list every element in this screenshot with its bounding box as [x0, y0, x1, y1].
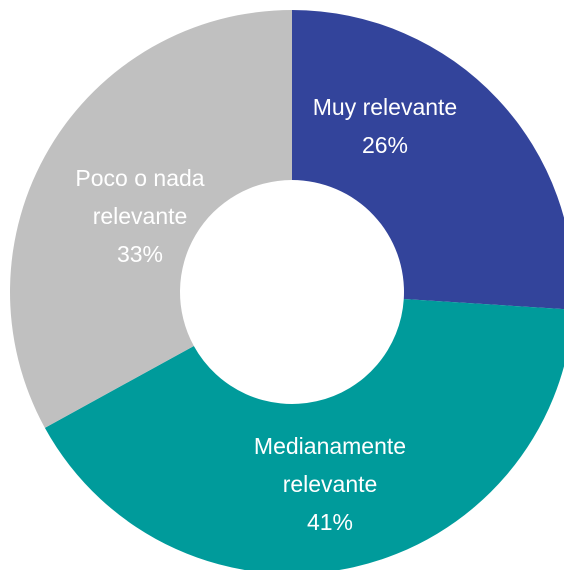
category-label: Poco o nada relevante — [75, 165, 205, 229]
slice-label: Muy relevante 26% — [270, 88, 500, 164]
donut-slice — [292, 10, 564, 310]
slice-label: Poco o nada relevante 33% — [40, 159, 240, 273]
value-label: 41% — [306, 509, 354, 535]
donut-slice — [10, 10, 293, 428]
value-label: 33% — [116, 241, 164, 267]
slice-label: Medianamente relevante 41% — [235, 427, 425, 541]
donut-slice — [44, 299, 564, 570]
value-label: 26% — [361, 132, 409, 158]
category-label: Medianamente relevante — [253, 433, 407, 497]
category-label: Muy relevante — [312, 94, 458, 120]
